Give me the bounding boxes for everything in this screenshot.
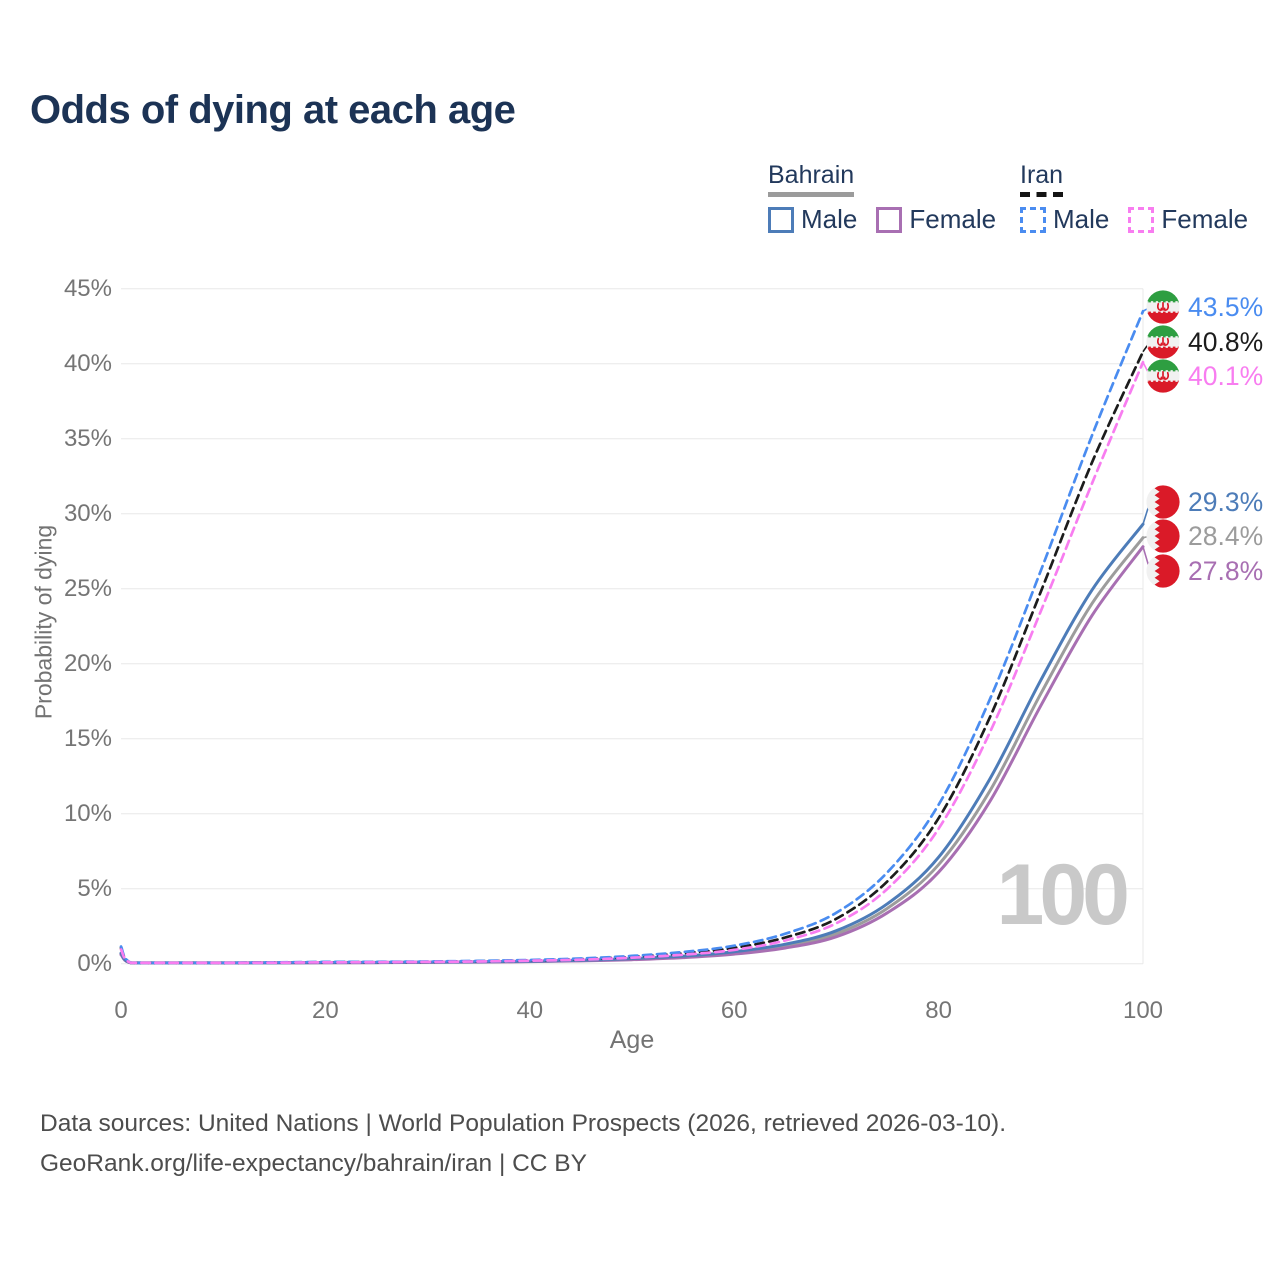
legend-item-bahrain-female[interactable]: Female [876, 204, 996, 235]
series-line-iran-female [119, 360, 1145, 965]
y-tick-25: 25% [63, 574, 112, 602]
end-label-iran-both-sexes: 40.8% [1188, 326, 1264, 357]
end-label-bahrain-female: 27.8% [1188, 555, 1264, 586]
legend-country-bahrain: Bahrain [768, 161, 855, 197]
y-tick-5: 5% [77, 874, 112, 902]
series-line-bahrain-both-sexes [119, 536, 1145, 965]
legend-items-bahrain: Male Female [768, 204, 996, 235]
series-line-bahrain-male [119, 522, 1145, 965]
page-title: Odds of dying at each age [30, 88, 516, 132]
iran-flag-icon [1146, 290, 1180, 324]
bahrain-flag-icon [1146, 485, 1180, 519]
x-tick-0: 0 [114, 997, 128, 1024]
bahrain-female-swatch-icon [876, 206, 903, 233]
x-axis-title: Age [609, 1026, 655, 1054]
legend-label-bahrain-female: Female [909, 204, 997, 234]
bahrain-flag-icon [1146, 553, 1180, 588]
y-tick-45: 45% [63, 274, 112, 302]
legend-label-bahrain-male: Male [801, 204, 858, 234]
y-tick-0: 0% [77, 949, 112, 977]
legend-item-iran-female[interactable]: Female [1128, 204, 1248, 235]
series-line-bahrain-female [119, 545, 1145, 965]
x-tick-100: 100 [1122, 997, 1164, 1024]
y-tick-35: 35% [63, 424, 112, 452]
x-tick-20: 20 [312, 997, 339, 1024]
bahrain-flag-icon [1146, 519, 1180, 553]
x-tick-40: 40 [516, 997, 544, 1024]
legend-item-bahrain-male[interactable]: Male [768, 204, 857, 235]
bahrain-male-swatch-icon [768, 206, 794, 233]
iran-flag-icon [1146, 325, 1180, 359]
y-axis-title: Probability of dying [30, 524, 57, 720]
iran-female-swatch-icon [1128, 206, 1155, 233]
age-counter-watermark: 100 [996, 847, 1130, 943]
y-tick-10: 10% [63, 799, 112, 827]
iran-flag-icon [1146, 359, 1180, 393]
y-tick-20: 20% [63, 649, 112, 677]
series-line-iran-male [119, 309, 1145, 965]
legend-label-iran-female: Female [1161, 204, 1249, 234]
legend-items-iran: Male Female [1020, 204, 1248, 235]
legend-label-iran-male: Male [1053, 204, 1110, 234]
legend-item-iran-male[interactable]: Male [1020, 204, 1109, 235]
footer-attribution: GeoRank.org/life-expectancy/bahrain/iran… [40, 1150, 587, 1177]
legend-group-iran: Iran Male Female [1020, 161, 1248, 235]
x-tick-80: 80 [925, 997, 952, 1024]
x-tick-60: 60 [720, 997, 748, 1024]
end-label-iran-male: 43.5% [1188, 292, 1264, 323]
y-tick-15: 15% [63, 724, 112, 752]
y-tick-40: 40% [63, 349, 112, 377]
y-tick-30: 30% [63, 499, 112, 527]
iran-male-swatch-icon [1020, 206, 1046, 233]
footer-data-sources: Data sources: United Nations | World Pop… [40, 1110, 1007, 1137]
end-label-bahrain-both-sexes: 28.4% [1188, 521, 1264, 552]
legend-group-bahrain: Bahrain Male Female [768, 161, 996, 235]
end-label-bahrain-male: 29.3% [1188, 486, 1264, 517]
series-line-iran-both-sexes [119, 350, 1145, 965]
end-label-iran-female: 40.1% [1188, 361, 1264, 391]
legend-country-iran: Iran [1020, 161, 1064, 197]
footer: Data sources: United Nations | World Pop… [40, 1104, 1006, 1184]
